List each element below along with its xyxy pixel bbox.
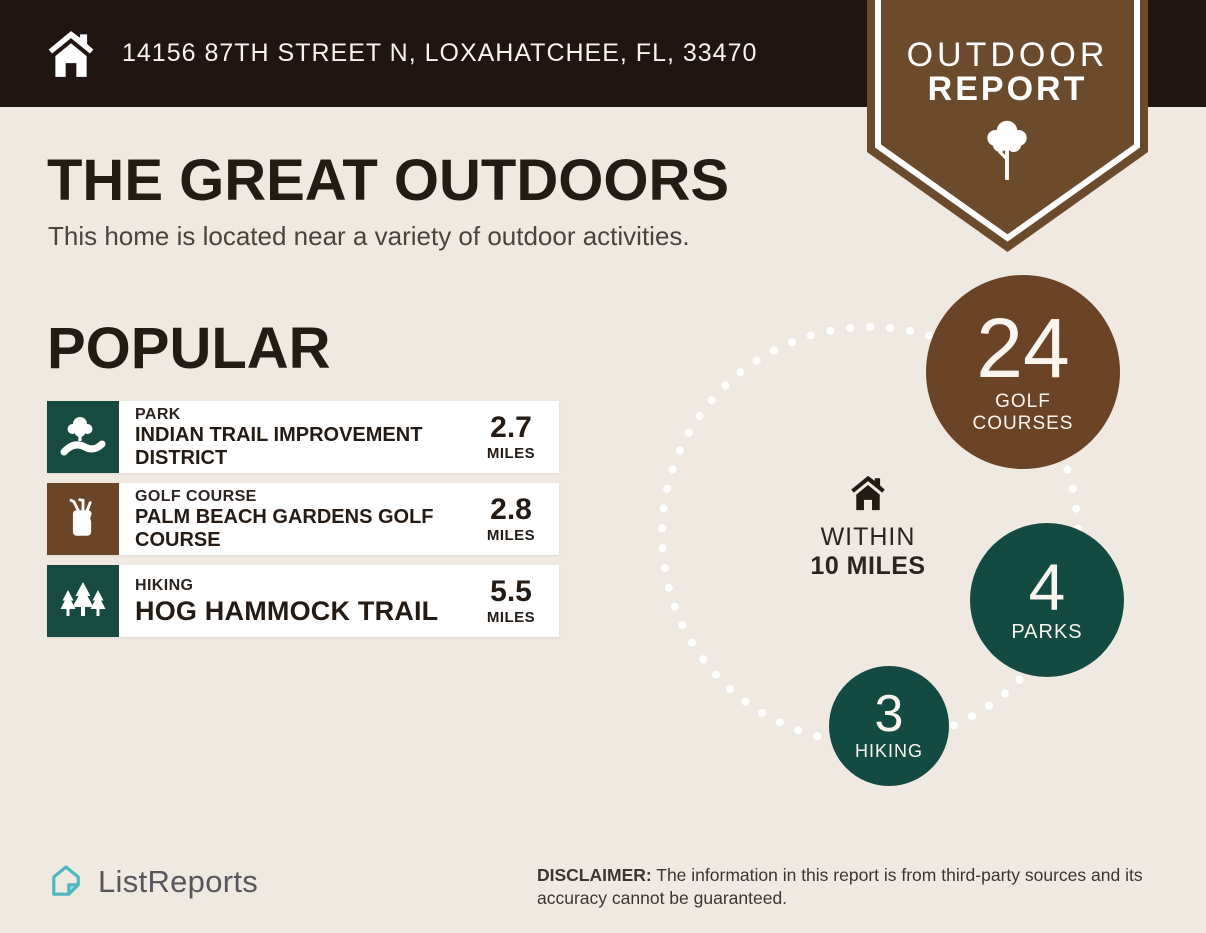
stat-label: PARKS xyxy=(1011,620,1083,643)
distance-unit: MILES xyxy=(486,444,536,462)
disclaimer-label: DISCLAIMER: xyxy=(537,865,652,885)
park-icon xyxy=(60,417,106,456)
distance-unit: MILES xyxy=(486,526,536,544)
tree-icon xyxy=(987,120,1027,180)
popular-section-title: POPULAR xyxy=(47,316,331,381)
ribbon-line2: REPORT xyxy=(927,70,1088,108)
golf-bag-icon xyxy=(69,498,92,536)
disclaimer-text: The information in this report is from t… xyxy=(537,865,1143,908)
item-distance: 2.8 MILES xyxy=(473,483,559,555)
stat-parks: 4 PARKS xyxy=(970,523,1124,677)
distance-unit: MILES xyxy=(486,608,536,626)
item-distance: 5.5 MILES xyxy=(473,565,559,637)
outdoor-report-ribbon: OUTDOOR REPORT xyxy=(867,0,1148,256)
pine-trees-icon xyxy=(60,582,106,616)
stat-label: GOLF COURSES xyxy=(972,390,1074,434)
stat-value: 24 xyxy=(976,301,1070,396)
distance-value: 2.7 xyxy=(490,410,532,444)
distance-value: 5.5 xyxy=(490,574,532,608)
item-name: PALM BEACH GARDENS GOLF COURSE xyxy=(135,506,434,551)
popular-item-text: HIKING HOG HAMMOCK TRAIL xyxy=(119,565,473,637)
stat-value: 4 xyxy=(1028,550,1066,625)
ribbon-line1: OUTDOOR xyxy=(906,36,1109,74)
park-icon-tile xyxy=(47,401,119,473)
disclaimer: DISCLAIMER: The information in this repo… xyxy=(537,864,1165,910)
item-name: INDIAN TRAIL IMPROVEMENT DISTRICT xyxy=(135,424,423,469)
page-subtitle: This home is located near a variety of o… xyxy=(48,221,690,251)
golf-icon-tile xyxy=(47,483,119,555)
popular-item-park: PARK INDIAN TRAIL IMPROVEMENT DISTRICT 2… xyxy=(47,401,559,473)
item-category: GOLF COURSE xyxy=(135,487,257,505)
stat-golf-courses: 24 GOLF COURSES xyxy=(926,275,1120,469)
ribbon-title: OUTDOOR REPORT xyxy=(867,38,1148,108)
within-label: WITHIN xyxy=(820,523,916,551)
stat-hiking: 3 HIKING xyxy=(829,666,949,786)
listreports-logo: ListReports xyxy=(46,862,258,902)
distance-value: 2.8 xyxy=(490,492,532,526)
hiking-icon-tile xyxy=(47,565,119,637)
listreports-logo-text: ListReports xyxy=(98,864,259,899)
popular-item-text: PARK INDIAN TRAIL IMPROVEMENT DISTRICT xyxy=(119,401,473,473)
listreports-logo-icon xyxy=(52,865,80,896)
home-icon-black xyxy=(851,475,885,511)
stat-value: 3 xyxy=(874,685,904,744)
item-name: HOG HAMMOCK TRAIL xyxy=(135,595,439,626)
home-icon xyxy=(48,30,94,77)
property-address: 14156 87TH STREET N, LOXAHATCHEE, FL, 33… xyxy=(122,39,758,67)
stat-label: HIKING xyxy=(854,740,923,761)
popular-item-golf: GOLF COURSE PALM BEACH GARDENS GOLF COUR… xyxy=(47,483,559,555)
item-category: HIKING xyxy=(135,577,194,595)
page-title: THE GREAT OUTDOORS xyxy=(47,148,730,213)
popular-item-text: GOLF COURSE PALM BEACH GARDENS GOLF COUR… xyxy=(119,483,473,555)
item-category: PARK xyxy=(135,405,181,423)
popular-item-hiking: HIKING HOG HAMMOCK TRAIL 5.5 MILES xyxy=(47,565,559,637)
item-distance: 2.7 MILES xyxy=(473,401,559,473)
radius-center: WITHIN 10 MILES xyxy=(768,472,968,581)
radius-miles-label: 10 MILES xyxy=(810,552,926,580)
